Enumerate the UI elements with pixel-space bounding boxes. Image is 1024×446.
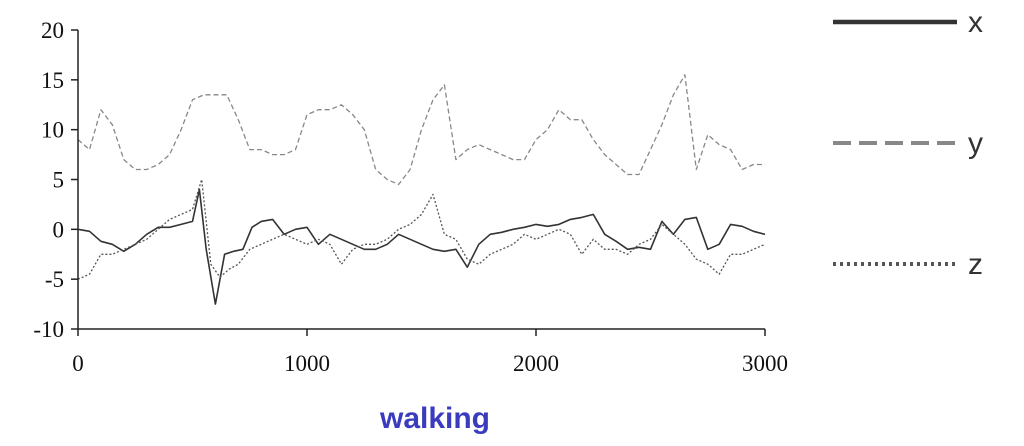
x-axis-label: walking — [379, 402, 490, 435]
y-tick-label: 15 — [41, 68, 64, 93]
y-tick-label: 10 — [41, 118, 64, 143]
series-line-x — [77, 188, 766, 305]
legend-label: x — [968, 6, 983, 39]
legend-entry-z: z — [833, 248, 983, 281]
legend: x y z — [833, 6, 983, 281]
legend-entry-x: x — [833, 6, 983, 39]
series-line-z — [77, 178, 766, 280]
axes: -10 -5 0 5 10 15 20 0 1000 2000 3000 — [33, 18, 788, 376]
y-tick-label: 5 — [53, 168, 65, 193]
y-tick-label: -10 — [33, 317, 64, 342]
legend-label: y — [968, 127, 983, 160]
series-line-y — [77, 74, 765, 186]
legend-entry-y: y — [833, 127, 983, 160]
y-tick-label: 20 — [41, 18, 64, 43]
y-tick-label: -5 — [45, 267, 64, 292]
y-tick-label: 0 — [53, 217, 65, 242]
plot-area — [77, 74, 766, 305]
x-tick-label: 3000 — [742, 351, 788, 376]
legend-label: z — [968, 248, 983, 281]
x-tick-label: 0 — [72, 351, 84, 376]
x-tick-label: 2000 — [513, 351, 559, 376]
x-tick-label: 1000 — [284, 351, 330, 376]
